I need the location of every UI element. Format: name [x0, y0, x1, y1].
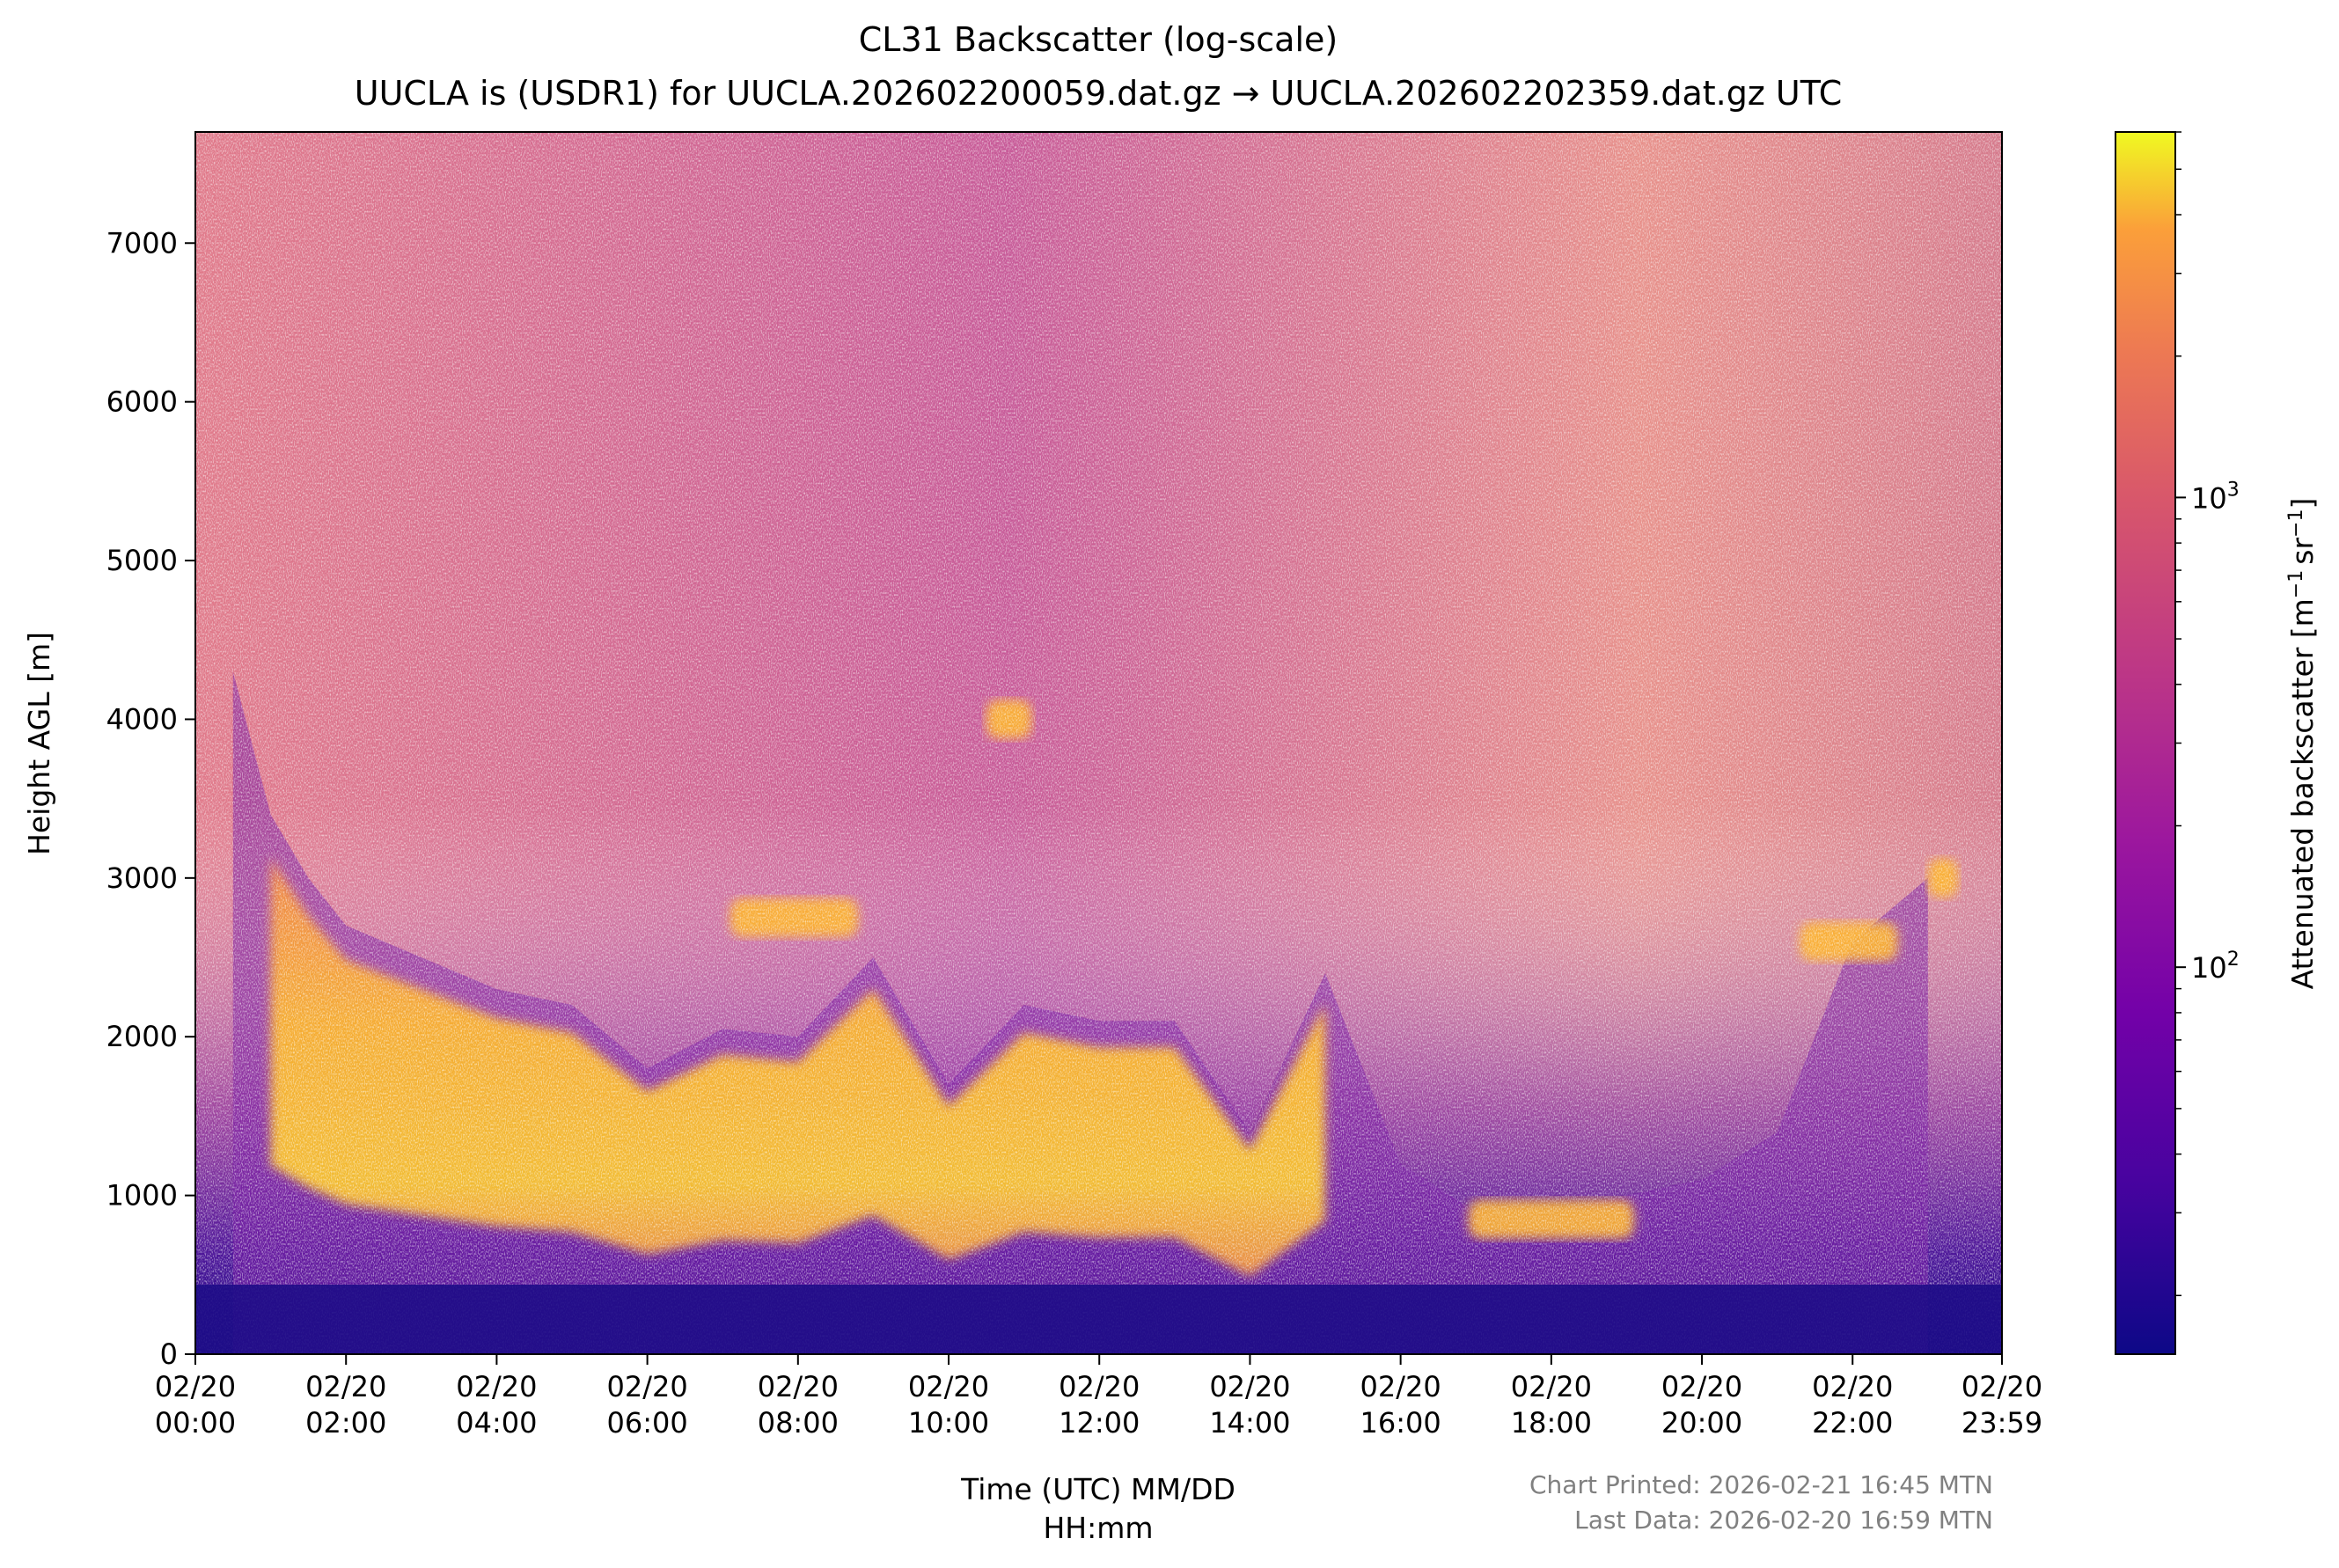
y-tick-label: 4000 [106, 702, 178, 736]
x-tick-label-time: 22:00 [1812, 1406, 1893, 1440]
y-tick-label: 1000 [106, 1179, 178, 1213]
x-axis-label-line2: HH:mm [1043, 1511, 1153, 1545]
x-tick-label-date: 02/20 [155, 1370, 236, 1403]
x-tick-label-time: 04:00 [456, 1406, 537, 1440]
x-tick-label-date: 02/20 [1209, 1370, 1290, 1403]
x-tick-label-date: 02/20 [908, 1370, 989, 1403]
x-tick-label-date: 02/20 [758, 1370, 839, 1403]
chart-printed-note: Chart Printed: 2026-02-21 16:45 MTN [1529, 1470, 1993, 1499]
x-tick-label-time: 14:00 [1209, 1406, 1290, 1440]
x-tick-label-date: 02/20 [1360, 1370, 1441, 1403]
y-tick-label: 5000 [106, 544, 178, 577]
x-tick-label-date: 02/20 [305, 1370, 386, 1403]
x-tick-label-time: 06:00 [607, 1406, 688, 1440]
x-tick-label-time: 12:00 [1059, 1406, 1140, 1440]
x-axis: 02/2000:0002/2002:0002/2004:0002/2006:00… [155, 1354, 2042, 1440]
x-tick-label-time: 16:00 [1360, 1406, 1441, 1440]
y-tick-label: 0 [160, 1337, 178, 1371]
colorbar-tick-label: 103 [2191, 479, 2240, 515]
x-tick-label-time: 00:00 [155, 1406, 236, 1440]
y-axis: 0 1000 2000 3000 4000 5000 6000 7000 [106, 226, 195, 1371]
x-tick-label-date: 02/20 [607, 1370, 688, 1403]
x-tick-label-date: 02/20 [1511, 1370, 1592, 1403]
x-tick-label-time: 10:00 [908, 1406, 989, 1440]
plot-area [195, 132, 2002, 1354]
x-tick-label-time: 02:00 [305, 1406, 386, 1440]
colorbar-tick-label: 102 [2191, 949, 2240, 985]
y-tick-label: 7000 [106, 226, 178, 260]
y-axis-label: Height AGL [m] [22, 632, 56, 855]
colorbar-label: Attenuated backscatter [m−1sr−1] [2285, 498, 2321, 990]
surface-layer [195, 1285, 2002, 1354]
x-tick-label-time: 18:00 [1511, 1406, 1592, 1440]
x-tick-label-date: 02/20 [1961, 1370, 2042, 1403]
y-tick-label: 3000 [106, 861, 178, 895]
colorbar [2115, 131, 2176, 1355]
y-tick-label: 6000 [106, 385, 178, 419]
colorbar-ticks: 102 103 [2175, 131, 2240, 1297]
y-tick-label: 2000 [106, 1020, 178, 1053]
x-tick-label-date: 02/20 [1661, 1370, 1742, 1403]
chart-title: CL31 Backscatter (log-scale) [859, 20, 1338, 59]
x-axis-label: Time (UTC) MM/DD [960, 1472, 1235, 1506]
x-tick-label-date: 02/20 [1059, 1370, 1140, 1403]
chart-subtitle: UUCLA is (USDR1) for UUCLA.202602200059.… [355, 74, 1842, 113]
x-tick-label-date: 02/20 [456, 1370, 537, 1403]
x-tick-label-time: 08:00 [758, 1406, 839, 1440]
heatmap-speckle-noise [195, 132, 2002, 1354]
last-data-note: Last Data: 2026-02-20 16:59 MTN [1574, 1506, 1993, 1535]
x-tick-label-time: 20:00 [1661, 1406, 1742, 1440]
x-tick-label-time: 23:59 [1961, 1406, 2042, 1440]
x-tick-label-date: 02/20 [1812, 1370, 1893, 1403]
